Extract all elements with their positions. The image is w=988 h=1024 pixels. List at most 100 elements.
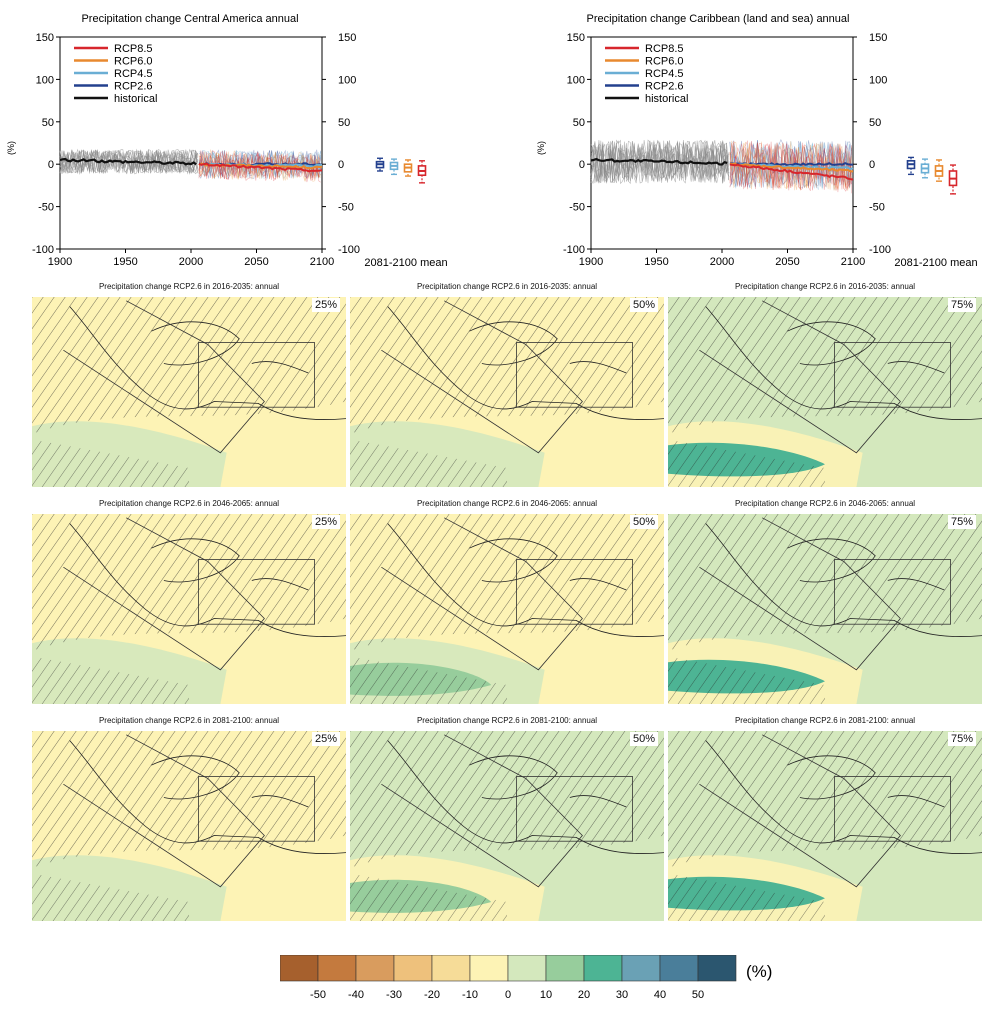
map-hatching: [350, 873, 507, 921]
coastline: [469, 321, 558, 366]
colorbar-cell: [659, 955, 699, 982]
scenario-member-line: [729, 140, 852, 189]
legend-label: RCP8.5: [114, 43, 153, 55]
scenario-member-line: [729, 141, 852, 190]
x-tick-label: 1900: [579, 256, 603, 268]
historical-member-line: [590, 139, 729, 184]
region-outline-central-america: [699, 517, 901, 671]
historical-member-line: [59, 149, 198, 175]
region-outline-caribbean: [516, 342, 633, 408]
island-outline: [251, 795, 309, 808]
island-outline: [251, 361, 309, 374]
legend-label: RCP2.6: [114, 81, 153, 93]
map-panel: [668, 297, 982, 487]
y-tick-label-right: -50: [869, 202, 885, 214]
region-outline-caribbean: [198, 559, 315, 625]
colorbar-cell: [697, 955, 737, 982]
y-tick-label: 50: [42, 117, 54, 129]
scenario-mean-line: [729, 163, 854, 181]
legend-label: RCP4.5: [114, 68, 153, 80]
coastline: [69, 523, 346, 637]
colorbar-cell: [469, 955, 509, 982]
region-outline-caribbean: [834, 776, 951, 842]
x-tick-label: 1900: [48, 256, 72, 268]
map-hatching: [32, 439, 189, 487]
scenario-mean-line: [198, 162, 323, 173]
scenario-member-line: [729, 140, 852, 191]
colorbar-cell: [280, 955, 319, 982]
mean-label: 2081-2100 mean: [364, 257, 447, 269]
scenario-member-line: [729, 141, 852, 194]
timeseries-central-america: Precipitation change Central America ann…: [6, 13, 448, 269]
y-tick-label-right: 100: [338, 74, 356, 86]
colorbar-unit: (%): [746, 962, 772, 981]
historical-member-line: [590, 140, 729, 184]
colorbar-cell: [431, 955, 471, 982]
map-title: Precipitation change RCP2.6 in 2046-2065…: [416, 499, 598, 508]
colorbar-cell: [317, 955, 357, 982]
map-hatching: [350, 731, 664, 868]
island-outline: [569, 795, 627, 808]
map-panel: [32, 514, 346, 704]
colorbar-cell: [393, 955, 433, 982]
scenario-member-line: [729, 140, 852, 189]
percentile-label: 50%: [630, 515, 659, 529]
historical-member-line: [590, 139, 729, 181]
coastline: [469, 755, 558, 800]
percentile-label: 25%: [312, 298, 341, 312]
colorbar-cell: [545, 955, 585, 982]
y-tick-label: 50: [573, 117, 585, 129]
y-tick-label: 150: [567, 32, 585, 44]
map-hatching: [32, 297, 346, 434]
y-tick-label-right: 100: [869, 74, 887, 86]
y-tick-label-right: -100: [338, 244, 360, 256]
region-outline-caribbean: [834, 559, 951, 625]
y-tick-label-right: 0: [869, 159, 875, 171]
scenario-member-line: [198, 151, 321, 181]
map-title: Precipitation change RCP2.6 in 2081-2100…: [416, 716, 598, 725]
y-tick-label: -50: [569, 202, 585, 214]
percentile-label: 75%: [948, 515, 977, 529]
map-title: Precipitation change RCP2.6 in 2081-2100…: [734, 716, 916, 725]
scenario-mean-line: [729, 162, 853, 173]
scenario-member-line: [729, 140, 852, 189]
x-tick-label: 2050: [775, 256, 799, 268]
legend-label: historical: [114, 93, 157, 105]
region-outline-central-america: [63, 300, 265, 454]
region-outline-central-america: [381, 734, 583, 888]
legend-label: RCP2.6: [645, 81, 684, 93]
colorbar-cell: [355, 955, 395, 982]
y-axis-label: (%): [6, 141, 16, 155]
map-title: Precipitation change RCP2.6 in 2016-2035…: [98, 282, 280, 291]
mean-label: 2081-2100 mean: [894, 257, 977, 269]
coastline: [151, 538, 240, 583]
colorbar-cell: [621, 955, 661, 982]
map-panel: [350, 297, 664, 487]
y-tick-label: -100: [32, 244, 54, 256]
region-outline-central-america: [63, 517, 265, 671]
colorbar-tick-label: -50: [310, 989, 326, 1001]
map-hatching: [668, 439, 825, 487]
map-hatching: [32, 656, 189, 704]
map-panel: [350, 514, 664, 704]
map-hatching: [668, 731, 982, 868]
map-panel: [32, 297, 346, 487]
x-tick-label: 1950: [113, 256, 137, 268]
map-hatching: [668, 873, 825, 921]
x-tick-label: 2000: [179, 256, 203, 268]
map-hatching: [32, 731, 346, 868]
coastline: [469, 538, 558, 583]
coastline: [387, 306, 664, 420]
coastline: [151, 755, 240, 800]
scenario-member-line: [198, 149, 321, 179]
y-tick-label: -100: [563, 244, 585, 256]
region-outline-caribbean: [516, 559, 633, 625]
legend-label: historical: [645, 93, 688, 105]
colorbar-tick-label: -30: [386, 989, 402, 1001]
region-outline-caribbean: [516, 776, 633, 842]
scenario-member-line: [198, 149, 321, 179]
y-tick-label: 100: [36, 74, 54, 86]
region-outline-central-america: [699, 734, 901, 888]
colorbar-tick-label: 0: [505, 989, 511, 1001]
coastline: [387, 523, 664, 637]
